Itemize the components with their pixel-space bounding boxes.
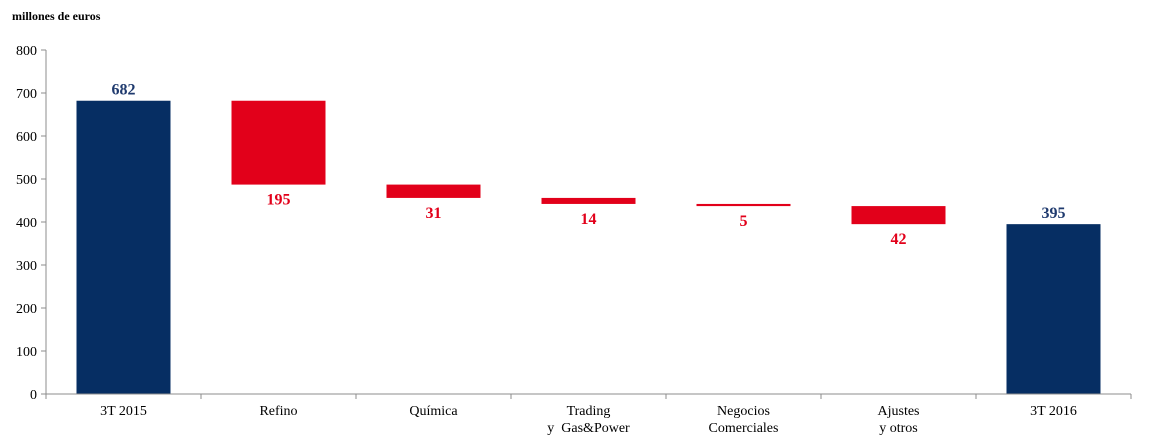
data-label-3: 14 [581,211,597,228]
x-axis: 3T 2015 Refino Química Trading y Gas&Power Ne… [45,393,1132,436]
data-label-2: 31 [426,205,442,222]
unit-label: millones de euros [12,9,101,23]
data-label-1: 195 [267,192,291,209]
data-label-4: 5 [740,213,748,230]
bar-0 [76,100,171,395]
x-category-label: Comerciales [709,421,779,436]
data-label-6: 395 [1042,205,1066,222]
bar-4 [696,203,791,207]
x-category-label: Refino [259,404,297,419]
x-category-label: Ajustes [878,404,920,419]
y-tick-label: 600 [16,130,37,145]
data-label-5: 42 [891,231,907,248]
x-category-label: y Gas&Power [547,421,630,436]
x-category-label: 3T 2016 [1030,404,1077,419]
y-tick-label: 700 [16,87,37,102]
y-tick-label: 100 [16,345,37,360]
x-category-label: 3T 2015 [100,404,147,419]
bar-1 [231,100,326,185]
data-label-0: 682 [112,82,136,99]
x-category-label: Química [409,404,458,419]
x-category-label: Negocios [717,404,770,419]
bars [76,100,1101,395]
bar-5 [851,206,946,225]
x-category-label: y otros [879,421,918,436]
y-tick-label: 0 [30,388,37,403]
y-tick-label: 400 [16,216,37,231]
x-category-label: Trading [567,404,611,419]
bar-3 [541,197,636,204]
bar-6 [1006,224,1101,394]
data-labels: 682 195 31 14 5 42 395 [112,82,1066,248]
y-tick-label: 300 [16,259,37,274]
y-tick-label: 800 [16,44,37,59]
bar-2 [386,184,481,198]
y-tick-label: 500 [16,173,37,188]
y-axis: 0 100 200 300 400 500 600 700 800 [16,44,47,403]
y-tick-label: 200 [16,302,37,317]
